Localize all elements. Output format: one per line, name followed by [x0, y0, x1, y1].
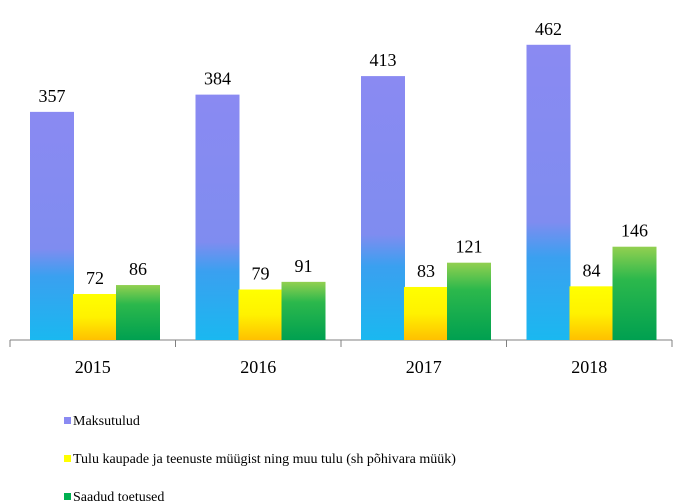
legend-label: Saadud toetused — [73, 490, 164, 503]
bar — [612, 246, 657, 340]
bar — [447, 262, 491, 340]
value-label: 86 — [129, 259, 147, 279]
bar — [569, 286, 614, 340]
bar — [361, 76, 405, 340]
value-label: 384 — [204, 69, 231, 89]
value-label: 91 — [295, 256, 313, 276]
bar — [30, 111, 74, 340]
x-tick-label: 2018 — [571, 357, 607, 377]
legend-label: Tulu kaupade ja teenuste müügist ning mu… — [73, 452, 456, 467]
value-label: 413 — [370, 50, 397, 70]
value-label: 72 — [86, 268, 104, 288]
legend-swatch — [64, 417, 71, 424]
bar — [195, 94, 240, 341]
x-tick-label: 2017 — [406, 357, 442, 377]
legend-swatch — [64, 455, 71, 462]
bar — [526, 44, 571, 340]
value-label: 84 — [583, 260, 601, 280]
bar — [238, 289, 283, 340]
legend-swatch — [64, 493, 71, 500]
value-label: 146 — [621, 221, 648, 241]
bar — [404, 286, 448, 340]
x-tick-label: 2015 — [75, 357, 111, 377]
value-label: 462 — [535, 19, 562, 39]
value-label: 83 — [417, 261, 435, 281]
value-label: 357 — [39, 86, 66, 106]
value-label: 121 — [456, 237, 483, 257]
x-tick-label: 2016 — [240, 357, 276, 377]
value-label: 79 — [252, 264, 270, 284]
legend-label: Maksutulud — [73, 414, 140, 429]
bar — [281, 281, 326, 340]
bar — [73, 293, 117, 340]
bar — [116, 285, 160, 340]
